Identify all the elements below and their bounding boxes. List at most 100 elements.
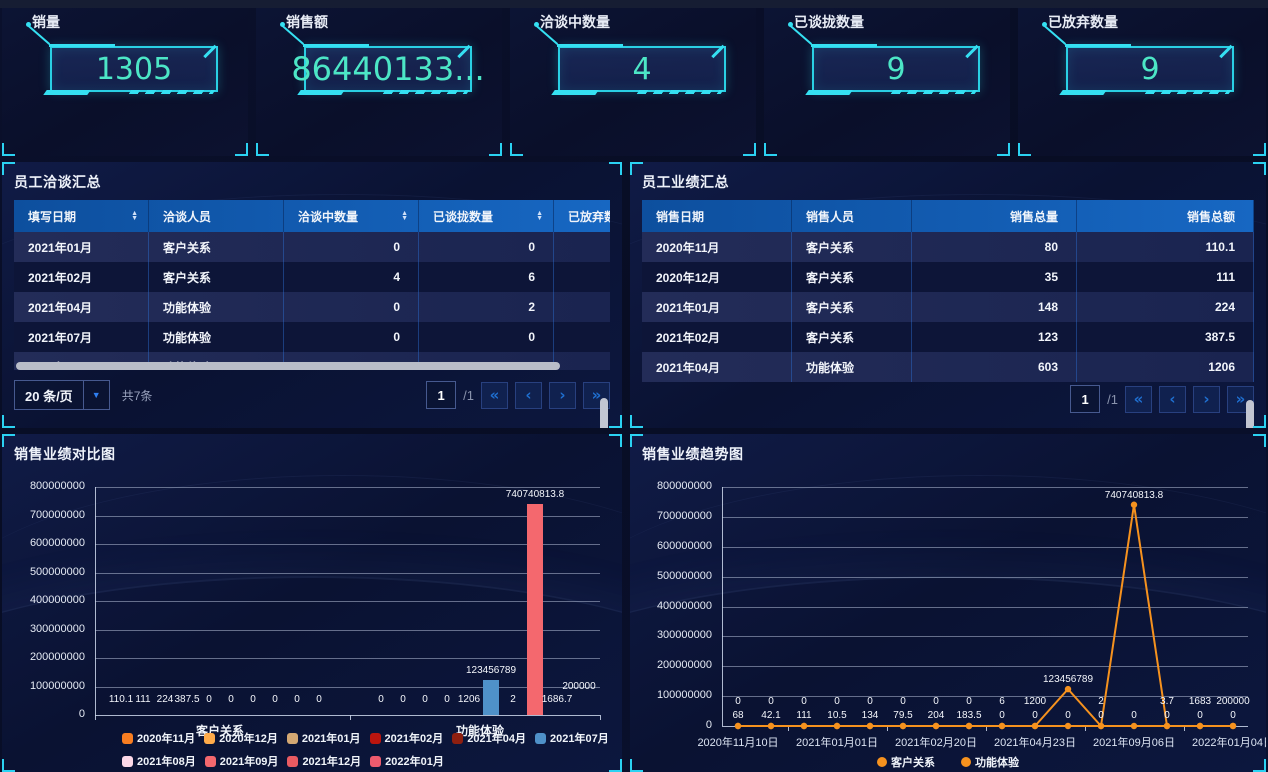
table-cell: 6 bbox=[419, 262, 554, 292]
y-axis-line bbox=[722, 487, 723, 726]
y-axis-tick-label: 500000000 bbox=[29, 565, 85, 578]
kpi-value: 9 bbox=[1140, 51, 1160, 87]
point-value-label: 183.5 bbox=[956, 710, 982, 721]
vertical-scrollbar[interactable] bbox=[1246, 400, 1254, 428]
table-cell: 0 bbox=[284, 232, 419, 262]
x-axis-tick bbox=[985, 726, 987, 731]
gridline bbox=[95, 629, 600, 631]
current-page-input[interactable]: 1 bbox=[1070, 385, 1101, 413]
current-page-input[interactable]: 1 bbox=[426, 381, 457, 409]
bar-2021年09月 bbox=[527, 503, 543, 715]
bar-value-label: 0 bbox=[294, 694, 300, 705]
column-header[interactable]: 已谈拢数量 ▲ ▼ bbox=[419, 200, 554, 232]
legend-item[interactable]: 2021年08月 bbox=[122, 753, 196, 769]
corner-dot-decoration bbox=[26, 22, 31, 27]
horizontal-scrollbar[interactable] bbox=[16, 362, 560, 370]
x-axis-tick bbox=[95, 715, 96, 720]
vertical-scrollbar[interactable] bbox=[600, 398, 608, 428]
chevron-down-icon[interactable]: ▼ bbox=[82, 380, 109, 410]
table-cell bbox=[554, 232, 610, 262]
gridline bbox=[95, 487, 600, 488]
gridline bbox=[722, 546, 1248, 548]
first-page-button[interactable]: « bbox=[481, 381, 508, 409]
prev-page-button[interactable]: ‹ bbox=[515, 381, 542, 409]
legend-item[interactable]: 客户关系 bbox=[877, 754, 935, 770]
legend-item[interactable]: 2020年11月 bbox=[122, 730, 195, 746]
kpi-card-sales-volume: 销量 1305 bbox=[2, 8, 248, 156]
legend-item[interactable]: 2021年01月 bbox=[286, 730, 361, 746]
table-cell: 603 bbox=[912, 352, 1077, 382]
legend-swatch bbox=[204, 732, 216, 744]
y-axis-tick-label: 700000000 bbox=[29, 508, 85, 521]
sort-asc-icon: ▲ bbox=[131, 210, 138, 217]
next-page-button[interactable]: › bbox=[549, 381, 576, 409]
bar-value-label: 0 bbox=[228, 694, 234, 705]
gridline bbox=[722, 606, 1248, 608]
x-axis-tick-label: 2020年11月10日 bbox=[697, 737, 779, 749]
kpi-label: 已谈拢数量 bbox=[794, 14, 864, 30]
legend-item[interactable]: 功能体验 bbox=[961, 754, 1019, 770]
gridline bbox=[95, 601, 600, 602]
gridline bbox=[95, 658, 600, 659]
y-axis-tick-label: 0 bbox=[78, 708, 85, 720]
pagination-bar: 20 条/页 ▼ 共7条 1 /1 « ‹ › » bbox=[14, 380, 610, 410]
kpi-label: 销量 bbox=[32, 14, 60, 30]
bar-value-label: 0 bbox=[378, 694, 384, 705]
bar-value-label: 0 bbox=[272, 694, 278, 705]
page-navigation: 1 /1 « ‹ › » bbox=[1070, 385, 1254, 413]
gridline bbox=[722, 576, 1248, 578]
prev-page-button[interactable]: ‹ bbox=[1159, 385, 1186, 413]
data-point bbox=[1163, 722, 1171, 730]
table-row: 2021年07月 功能体验 0 0 bbox=[14, 322, 610, 352]
kpi-card-abandoned-count: 已放弃数量 9 bbox=[1018, 8, 1266, 156]
table-cell: 2 bbox=[419, 292, 554, 322]
table-row: 2021年02月 客户关系 123 387.5 bbox=[642, 322, 1254, 352]
column-header[interactable]: 洽谈中数量 ▲ ▼ bbox=[284, 200, 419, 232]
legend-item[interactable]: 2021年07月 bbox=[534, 730, 609, 746]
column-header-label: 洽谈人员 bbox=[163, 209, 212, 224]
table-row: 2021年01月 客户关系 0 0 bbox=[14, 232, 610, 262]
gridline bbox=[95, 544, 600, 545]
table-cell: 客户关系 bbox=[792, 262, 912, 292]
bar-value-label: 110.1 bbox=[108, 694, 134, 705]
legend-label: 功能体验 bbox=[975, 757, 1019, 769]
data-point bbox=[866, 722, 874, 730]
legend-swatch bbox=[452, 732, 464, 744]
table-header-row: 销售日期 销售人员 销售总量 销售总额 bbox=[642, 200, 1254, 232]
bar-chart: 0 100000000 200000000 300000000 400000000 500… bbox=[2, 434, 622, 772]
y-axis-tick-label: 700000000 bbox=[656, 509, 712, 522]
legend-item[interactable]: 2021年02月 bbox=[369, 730, 443, 746]
bar-value-label: 0 bbox=[206, 694, 212, 705]
legend-item[interactable]: 2021年09月 bbox=[204, 753, 278, 769]
table-cell: 2021年02月 bbox=[642, 322, 792, 352]
page-size-select[interactable]: 20 条/页 ▼ bbox=[14, 380, 110, 410]
legend-item[interactable]: 2022年01月 bbox=[370, 753, 444, 769]
point-value-label: 0 bbox=[801, 696, 807, 707]
next-page-button[interactable]: › bbox=[1193, 385, 1220, 413]
legend-item[interactable]: 2020年12月 bbox=[204, 730, 278, 746]
legend-item[interactable]: 2021年12月 bbox=[287, 753, 361, 769]
kpi-value-box: 9 bbox=[1042, 22, 1234, 95]
y-axis-tick-label: 400000000 bbox=[656, 599, 712, 612]
sort-asc-icon: ▲ bbox=[401, 210, 408, 217]
bar-value-label: 0 bbox=[400, 694, 406, 705]
point-value-label: 0 bbox=[933, 696, 939, 707]
column-header[interactable]: 填写日期 ▲ ▼ bbox=[14, 200, 149, 232]
legend-item[interactable]: 2021年04月 bbox=[452, 730, 526, 746]
table-cell: 1206 bbox=[1077, 352, 1254, 382]
bar-value-label: 0 bbox=[444, 694, 450, 705]
y-axis-tick-label: 200000000 bbox=[656, 659, 712, 672]
corner-dot-decoration bbox=[788, 22, 793, 27]
legend-label: 2021年01月 bbox=[301, 733, 361, 745]
table-cell: 功能体验 bbox=[792, 352, 912, 382]
point-value-label: 0 bbox=[900, 696, 906, 707]
x-axis-tick bbox=[886, 726, 888, 731]
x-axis-line bbox=[95, 715, 600, 716]
table-body: 2020年11月 客户关系 80 110.1 2020年12月 客户关系 35 111 2021… bbox=[642, 232, 1254, 382]
first-page-button[interactable]: « bbox=[1125, 385, 1152, 413]
table-cell: 0 bbox=[284, 322, 419, 352]
panel-title: 员工洽谈汇总 bbox=[14, 174, 101, 190]
table-cell: 功能体验 bbox=[149, 292, 284, 322]
y-axis-tick-label: 100000000 bbox=[29, 679, 85, 692]
y-axis-tick-label: 800000000 bbox=[656, 480, 712, 492]
